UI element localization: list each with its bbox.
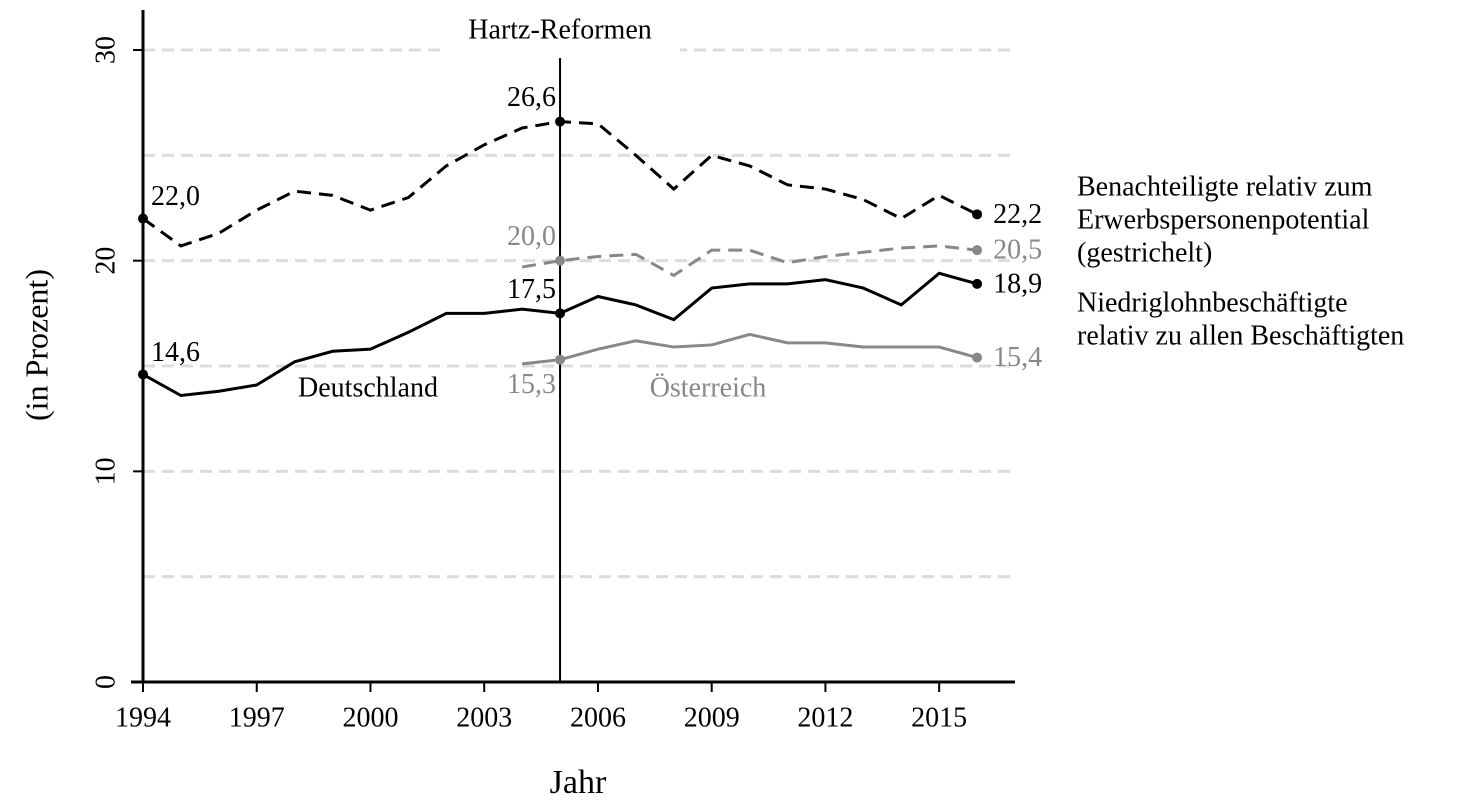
x-tick-label: 2015 <box>911 702 967 733</box>
legend-text: Niedriglohnbeschäftigte <box>1077 287 1348 318</box>
point <box>972 278 983 289</box>
value-label: 22,2 <box>993 199 1042 230</box>
x-tick-label: 2006 <box>570 702 626 733</box>
y-tick-label: 30 <box>90 36 121 64</box>
point <box>138 369 148 380</box>
point <box>555 308 566 319</box>
y-axis-label: (in Prozent) <box>18 269 54 421</box>
legend-text: relativ zu allen Beschäftigten <box>1077 320 1404 351</box>
y-tick-label: 10 <box>90 457 121 485</box>
x-tick-label: 2009 <box>684 702 740 733</box>
value-label: 14,6 <box>151 337 200 368</box>
y-tick-label: 20 <box>90 247 121 275</box>
series-line <box>521 332 978 366</box>
value-label: 15,3 <box>507 369 556 400</box>
legend-text: Erwerbspersonenpotential <box>1077 204 1370 235</box>
point <box>972 209 983 220</box>
x-tick-label: 2000 <box>342 702 398 733</box>
x-axis-label: Jahr <box>550 764 607 801</box>
x-tick-label: 2012 <box>797 702 853 733</box>
point <box>972 352 983 363</box>
value-label: 20,0 <box>507 221 556 252</box>
x-tick-label: 2003 <box>456 702 512 733</box>
value-label: 18,9 <box>993 268 1042 299</box>
value-label: 20,5 <box>993 235 1042 266</box>
legend-text: Benachteiligte relativ zum <box>1077 171 1373 202</box>
point <box>555 255 566 266</box>
x-tick-label: 1997 <box>229 702 285 733</box>
series-line <box>521 244 978 278</box>
x-tick-label: 1994 <box>115 702 171 733</box>
value-label: 26,6 <box>507 82 556 113</box>
country-label: Deutschland <box>298 372 438 403</box>
y-tick-label: 0 <box>90 675 121 689</box>
annotation-text: Hartz-Reformen <box>468 14 651 45</box>
point <box>972 245 983 256</box>
value-label: 17,5 <box>507 274 556 305</box>
value-label: 15,4 <box>993 342 1042 373</box>
legend-text: (gestrichelt) <box>1077 237 1212 268</box>
value-label: 22,0 <box>151 181 200 212</box>
country-label: Österreich <box>650 372 767 403</box>
annotation-bg <box>440 14 681 52</box>
point <box>138 213 148 224</box>
point <box>555 116 566 127</box>
point <box>555 354 566 365</box>
